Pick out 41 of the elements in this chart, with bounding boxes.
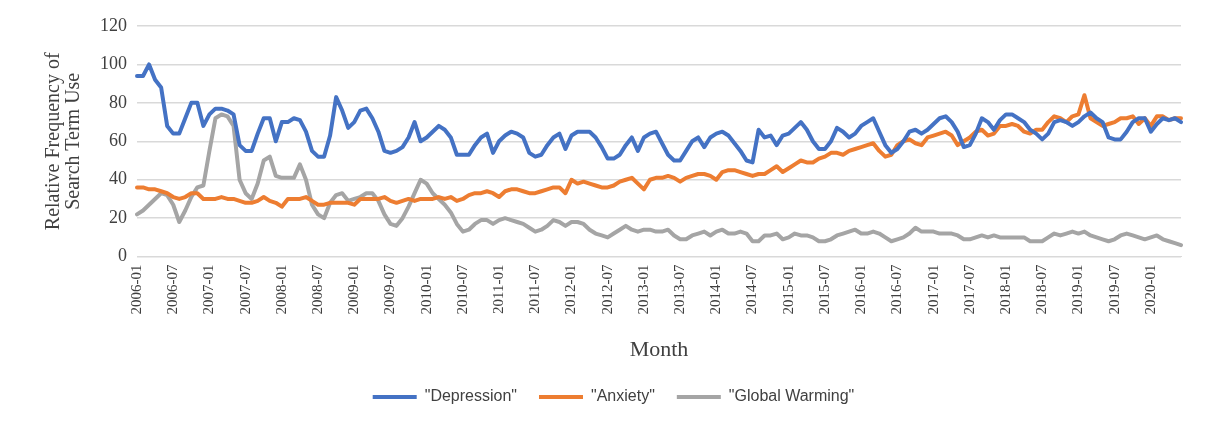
x-tick-label: 2008-01 <box>272 264 289 315</box>
x-tick-label: 2017-07 <box>960 264 977 315</box>
x-axis-title: Month <box>629 335 689 361</box>
x-tick-label: 2010-07 <box>453 264 470 315</box>
x-tick-label: 2010-01 <box>417 264 434 315</box>
x-tick-label: 2009-01 <box>345 264 362 315</box>
legend-label: "Depression" <box>424 387 517 405</box>
x-tick-label: 2007-07 <box>236 264 253 315</box>
x-tick-label: 2013-07 <box>671 264 688 315</box>
x-tick-label: 2006-01 <box>127 264 144 315</box>
x-tick-label: 2007-01 <box>200 264 217 315</box>
y-tick-label: 40 <box>109 168 127 189</box>
y-axis-title: Relative Frequency of Search Term Use <box>41 52 84 231</box>
x-tick-label: 2018-01 <box>996 264 1013 315</box>
legend-label: "Global Warming" <box>728 387 855 405</box>
x-tick-label: 2020-01 <box>1141 264 1158 315</box>
x-tick-label: 2006-07 <box>164 264 181 315</box>
x-tick-label: 2014-07 <box>743 264 760 315</box>
y-tick-label: 20 <box>109 206 127 227</box>
x-tick-label: 2017-01 <box>924 264 941 315</box>
x-tick-label: 2016-01 <box>852 264 869 315</box>
y-tick-label: 120 <box>100 14 127 35</box>
y-tick-label: 0 <box>118 245 127 266</box>
x-tick-label: 2012-01 <box>562 264 579 315</box>
x-tick-label: 2014-01 <box>707 264 724 315</box>
x-tick-label: 2019-07 <box>1105 264 1122 315</box>
x-tick-label: 2009-07 <box>381 264 398 315</box>
x-tick-label: 2016-07 <box>888 264 905 315</box>
x-tick-label: 2012-07 <box>598 264 615 315</box>
x-tick-label: 2011-07 <box>526 264 543 315</box>
x-tick-label: 2008-07 <box>308 264 325 315</box>
x-tick-label: 2018-07 <box>1033 264 1050 315</box>
y-tick-label: 80 <box>109 91 127 112</box>
x-tick-label: 2011-01 <box>490 264 507 315</box>
y-tick-label: 60 <box>109 130 127 151</box>
legend-label: "Anxiety" <box>591 387 655 405</box>
x-tick-label: 2013-01 <box>634 264 651 315</box>
x-tick-label: 2019-01 <box>1069 264 1086 315</box>
x-tick-label: 2015-07 <box>815 264 832 315</box>
y-tick-label: 100 <box>100 53 127 74</box>
x-tick-label: 2015-01 <box>779 264 796 315</box>
